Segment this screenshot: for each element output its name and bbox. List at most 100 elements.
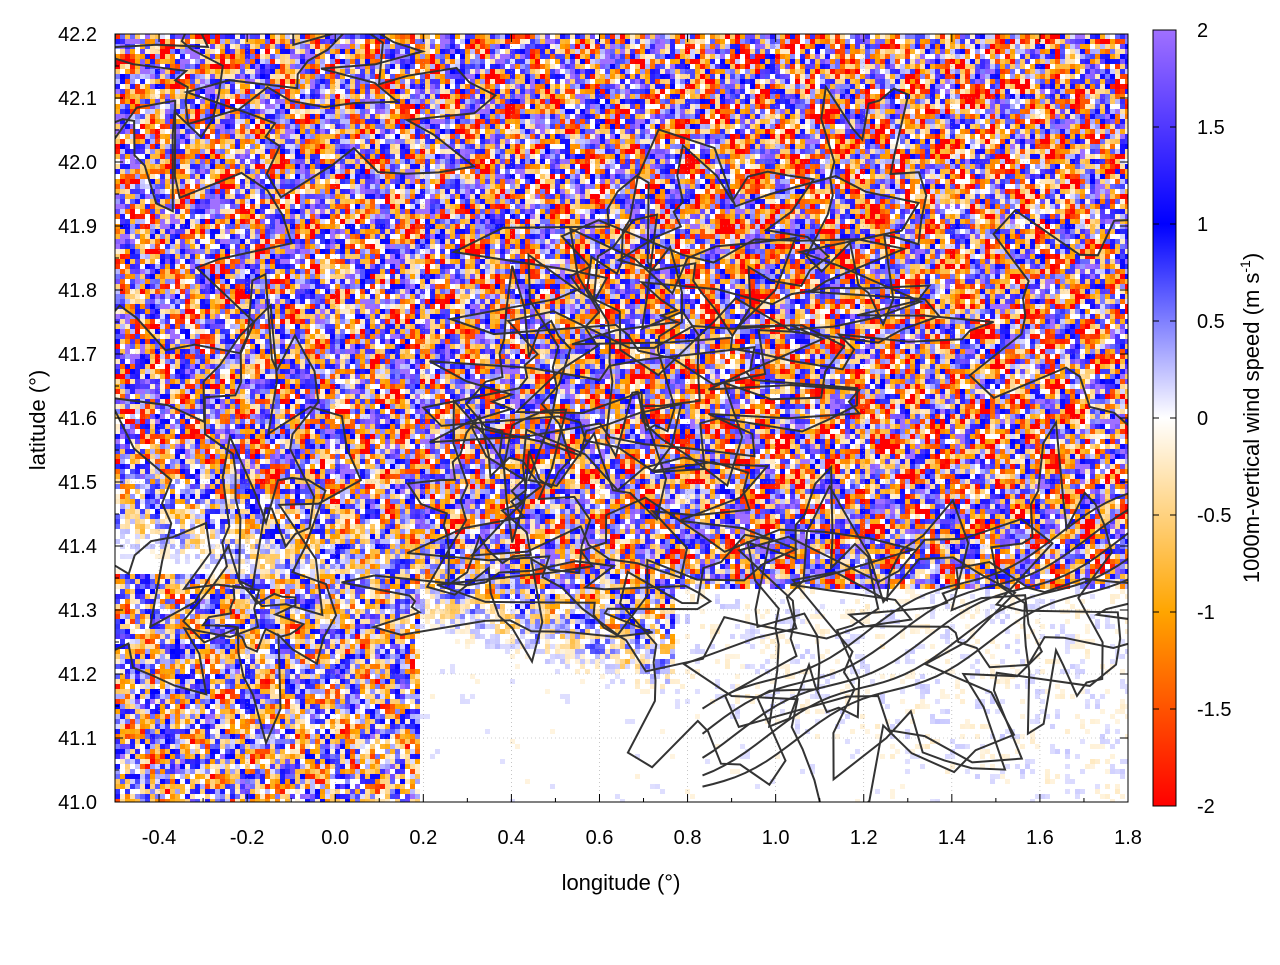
heatmap-cell: [705, 94, 710, 99]
heatmap-cell: [475, 99, 480, 104]
heatmap-cell: [765, 74, 770, 79]
heatmap-cell: [945, 139, 950, 144]
heatmap-cell: [765, 119, 770, 124]
heatmap-cell: [885, 54, 890, 59]
heatmap-cell: [155, 94, 160, 99]
heatmap-cell: [275, 114, 280, 119]
heatmap-cell: [1060, 54, 1065, 59]
heatmap-cell: [1040, 134, 1045, 139]
heatmap-cell: [1055, 104, 1060, 109]
heatmap-cell: [935, 64, 940, 69]
heatmap-cell: [145, 74, 150, 79]
heatmap-cell: [550, 44, 555, 49]
heatmap-cell: [365, 154, 370, 159]
heatmap-cell: [280, 114, 285, 119]
heatmap-cell: [695, 49, 700, 54]
heatmap-cell: [585, 149, 590, 154]
heatmap-cell: [565, 39, 570, 44]
heatmap-cell: [680, 124, 685, 129]
heatmap-cell: [645, 94, 650, 99]
heatmap-cell: [270, 74, 275, 79]
heatmap-cell: [470, 159, 475, 164]
heatmap-cell: [930, 114, 935, 119]
heatmap-cell: [350, 159, 355, 164]
heatmap-cell: [385, 44, 390, 49]
heatmap-cell: [890, 114, 895, 119]
heatmap-cell: [570, 144, 575, 149]
heatmap-cell: [1010, 69, 1015, 74]
heatmap-cell: [240, 34, 245, 39]
heatmap-cell: [1035, 54, 1040, 59]
heatmap-cell: [1025, 144, 1030, 149]
heatmap-cell: [585, 154, 590, 159]
heatmap-cell: [305, 54, 310, 59]
heatmap-cell: [835, 94, 840, 99]
heatmap-cell: [400, 149, 405, 154]
heatmap-cell: [910, 124, 915, 129]
heatmap-cell: [680, 119, 685, 124]
heatmap-cell: [995, 104, 1000, 109]
heatmap-cell: [610, 129, 615, 134]
heatmap-cell: [340, 114, 345, 119]
heatmap-cell: [205, 119, 210, 124]
heatmap-cell: [580, 69, 585, 74]
heatmap-cell: [790, 129, 795, 134]
heatmap-cell: [300, 139, 305, 144]
heatmap-cell: [565, 129, 570, 134]
heatmap-cell: [800, 104, 805, 109]
heatmap-cell: [1100, 119, 1105, 124]
heatmap-cell: [205, 149, 210, 154]
heatmap-cell: [1000, 34, 1005, 39]
heatmap-cell: [415, 104, 420, 109]
heatmap-cell: [690, 154, 695, 159]
heatmap-cell: [585, 44, 590, 49]
heatmap-cell: [420, 124, 425, 129]
heatmap-cell: [380, 124, 385, 129]
heatmap-cell: [240, 159, 245, 164]
heatmap-cell: [1120, 154, 1125, 159]
heatmap-cell: [405, 149, 410, 154]
heatmap-cell: [925, 84, 930, 89]
heatmap-cell: [145, 89, 150, 94]
heatmap-cell: [450, 114, 455, 119]
heatmap-cell: [175, 49, 180, 54]
heatmap-cell: [710, 134, 715, 139]
heatmap-cell: [610, 109, 615, 114]
heatmap-cell: [290, 109, 295, 114]
heatmap-cell: [1120, 59, 1125, 64]
heatmap-cell: [875, 114, 880, 119]
heatmap-cell: [125, 139, 130, 144]
heatmap-cell: [765, 84, 770, 89]
heatmap-cell: [270, 39, 275, 44]
heatmap-cell: [700, 79, 705, 84]
heatmap-cell: [450, 44, 455, 49]
heatmap-cell: [950, 84, 955, 89]
heatmap-cell: [775, 134, 780, 139]
heatmap-cell: [1070, 154, 1075, 159]
heatmap-cell: [465, 69, 470, 74]
heatmap-cell: [705, 119, 710, 124]
heatmap-cell: [225, 144, 230, 149]
heatmap-cell: [610, 149, 615, 154]
heatmap-cell: [795, 139, 800, 144]
heatmap-cell: [365, 59, 370, 64]
heatmap-cell: [310, 114, 315, 119]
heatmap-cell: [730, 64, 735, 69]
heatmap-cell: [800, 64, 805, 69]
heatmap-cell: [905, 124, 910, 129]
heatmap-cell: [450, 134, 455, 139]
heatmap-cell: [465, 114, 470, 119]
heatmap-cell: [265, 99, 270, 104]
heatmap-cell: [1075, 84, 1080, 89]
heatmap-cell: [1120, 149, 1125, 154]
heatmap-cell: [690, 84, 695, 89]
heatmap-cell: [340, 124, 345, 129]
heatmap-cell: [885, 79, 890, 84]
heatmap-cell: [1080, 94, 1085, 99]
heatmap-cell: [345, 144, 350, 149]
heatmap-cell: [860, 109, 865, 114]
heatmap-cell: [660, 104, 665, 109]
heatmap-cell: [1075, 154, 1080, 159]
heatmap-cell: [1025, 94, 1030, 99]
heatmap-cell: [505, 114, 510, 119]
